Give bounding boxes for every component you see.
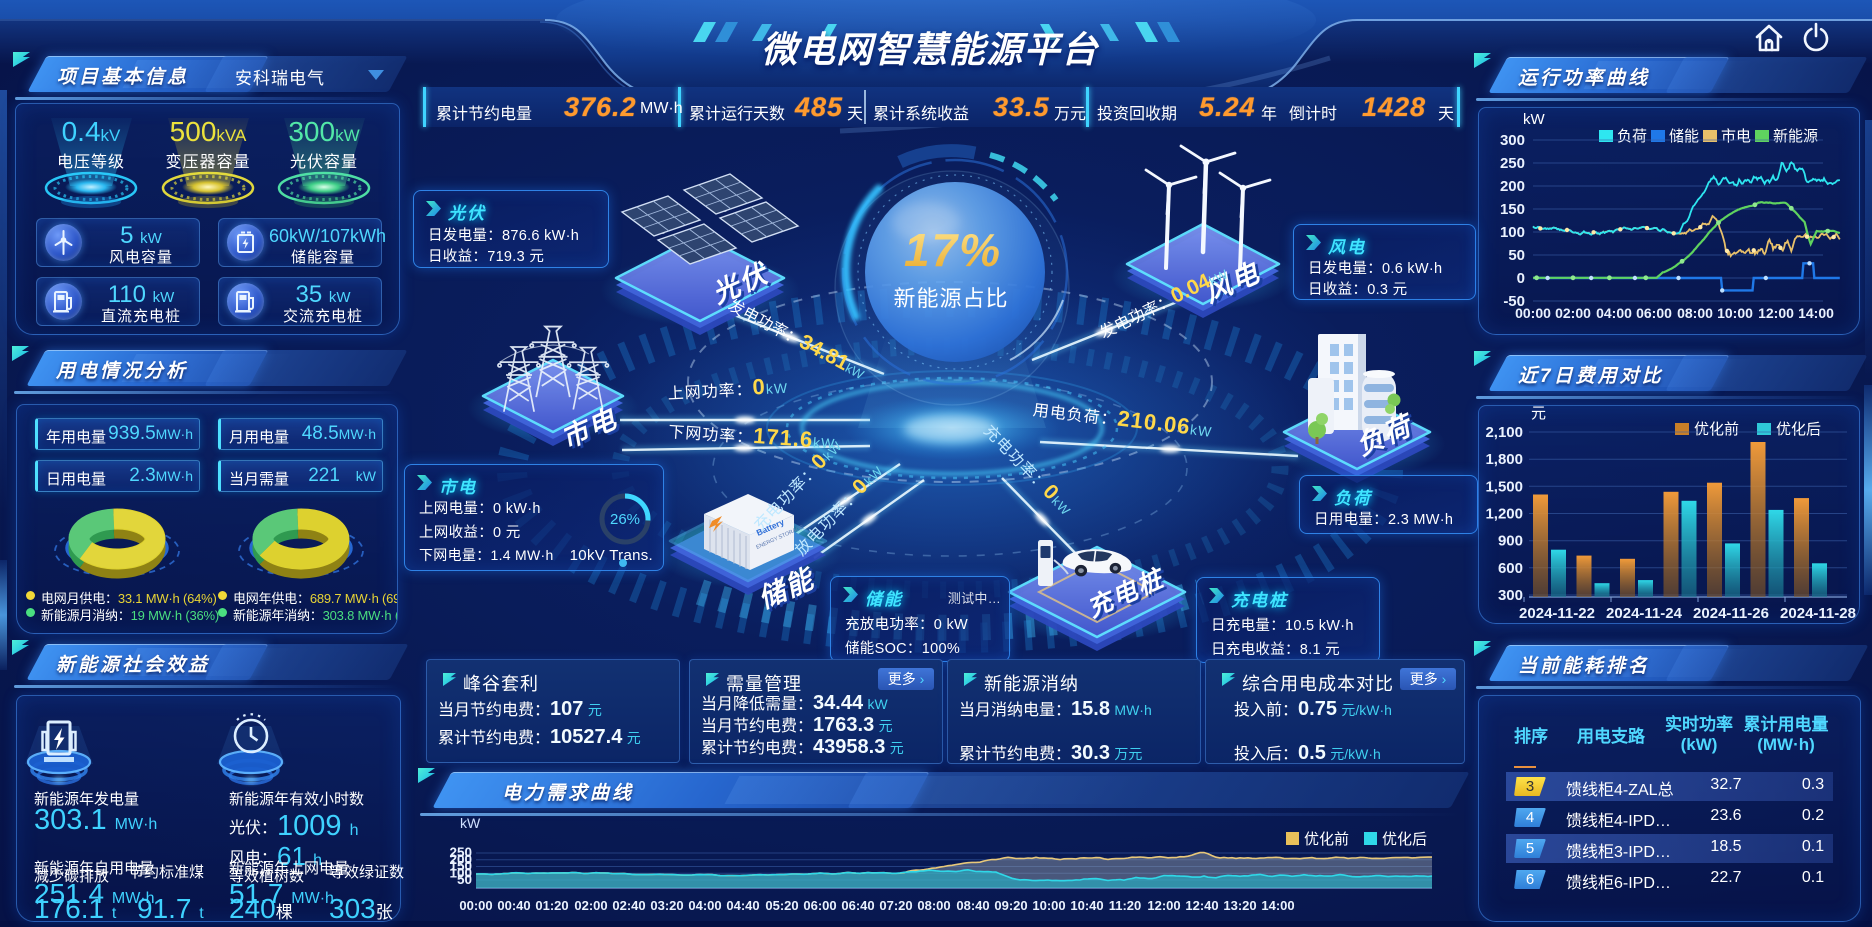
svg-text:微电网智慧能源平台: 微电网智慧能源平台 <box>761 29 1099 70</box>
svg-text:05:20: 05:20 <box>765 898 798 913</box>
svg-text:储能: 储能 <box>1669 128 1699 145</box>
svg-text:优化后: 优化后 <box>1382 831 1427 848</box>
svg-text:13:20: 13:20 <box>1223 898 1256 913</box>
svg-text:1,500: 1,500 <box>1485 478 1523 495</box>
svg-text:新能源: 新能源 <box>1773 128 1818 145</box>
svg-text:300: 300 <box>1498 587 1523 604</box>
svg-text:04:00: 04:00 <box>688 898 721 913</box>
svg-text:kW: kW <box>460 818 481 831</box>
svg-text:100: 100 <box>1500 224 1525 241</box>
svg-text:2024-11-22: 2024-11-22 <box>1519 605 1595 622</box>
svg-text:01:20: 01:20 <box>535 898 568 913</box>
svg-text:元: 元 <box>1531 406 1546 422</box>
svg-text:300: 300 <box>1500 132 1525 149</box>
svg-text:下网功率：171.6kW: 下网功率：171.6kW <box>668 417 837 454</box>
svg-text:2024-11-28: 2024-11-28 <box>1780 605 1856 622</box>
svg-text:08:00: 08:00 <box>917 898 950 913</box>
svg-text:06:00: 06:00 <box>1636 305 1672 321</box>
svg-text:50: 50 <box>1508 247 1525 264</box>
svg-text:50: 50 <box>457 872 472 887</box>
svg-text:09:20: 09:20 <box>994 898 1027 913</box>
svg-text:00:00: 00:00 <box>459 898 492 913</box>
svg-text:优化前: 优化前 <box>1694 421 1739 438</box>
svg-text:04:00: 04:00 <box>1596 305 1632 321</box>
svg-text:-50: -50 <box>1503 293 1525 310</box>
svg-text:10:00: 10:00 <box>1717 305 1753 321</box>
svg-text:900: 900 <box>1498 533 1523 550</box>
svg-text:优化前: 优化前 <box>1304 831 1349 848</box>
svg-text:负荷: 负荷 <box>1617 128 1647 145</box>
svg-text:kW: kW <box>1523 111 1546 128</box>
svg-text:250: 250 <box>449 845 472 860</box>
svg-text:250: 250 <box>1500 155 1525 172</box>
svg-text:0: 0 <box>1517 270 1525 287</box>
svg-text:150: 150 <box>449 859 472 874</box>
svg-text:07:20: 07:20 <box>879 898 912 913</box>
svg-text:1,200: 1,200 <box>1485 506 1523 523</box>
svg-text:02:40: 02:40 <box>612 898 645 913</box>
svg-text:17%: 17% <box>904 224 1002 276</box>
svg-text:100: 100 <box>449 865 472 880</box>
svg-text:12:40: 12:40 <box>1185 898 1218 913</box>
svg-text:200: 200 <box>1500 178 1525 195</box>
svg-text:1,800: 1,800 <box>1485 451 1523 468</box>
svg-text:14:00: 14:00 <box>1261 898 1294 913</box>
svg-text:150: 150 <box>1500 201 1525 218</box>
svg-text:新能源占比: 新能源占比 <box>893 286 1008 311</box>
svg-text:06:40: 06:40 <box>841 898 874 913</box>
svg-text:04:40: 04:40 <box>726 898 759 913</box>
svg-text:26%: 26% <box>610 511 640 528</box>
svg-text:12:00: 12:00 <box>1758 305 1794 321</box>
svg-text:06:00: 06:00 <box>803 898 836 913</box>
svg-text:优化后: 优化后 <box>1776 421 1821 438</box>
svg-text:2024-11-26: 2024-11-26 <box>1693 605 1769 622</box>
svg-text:02:00: 02:00 <box>574 898 607 913</box>
svg-text:03:20: 03:20 <box>650 898 683 913</box>
svg-text:00:40: 00:40 <box>497 898 530 913</box>
svg-text:200: 200 <box>449 852 472 867</box>
svg-text:上网功率：0kW: 上网功率：0kW <box>667 373 789 404</box>
svg-text:市电: 市电 <box>1721 128 1751 145</box>
svg-text:10:00: 10:00 <box>1032 898 1065 913</box>
svg-text:10:40: 10:40 <box>1070 898 1103 913</box>
svg-text:11:20: 11:20 <box>1109 898 1142 913</box>
svg-text:02:00: 02:00 <box>1555 305 1591 321</box>
svg-text:00:00: 00:00 <box>1515 305 1551 321</box>
svg-text:2024-11-24: 2024-11-24 <box>1606 605 1683 622</box>
svg-text:2,100: 2,100 <box>1485 424 1523 441</box>
svg-text:08:40: 08:40 <box>956 898 989 913</box>
svg-text:14:00: 14:00 <box>1798 305 1834 321</box>
svg-text:08:00: 08:00 <box>1677 305 1713 321</box>
svg-text:12:00: 12:00 <box>1147 898 1180 913</box>
svg-text:600: 600 <box>1498 560 1523 577</box>
